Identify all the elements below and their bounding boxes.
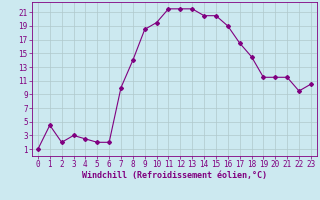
X-axis label: Windchill (Refroidissement éolien,°C): Windchill (Refroidissement éolien,°C) <box>82 171 267 180</box>
